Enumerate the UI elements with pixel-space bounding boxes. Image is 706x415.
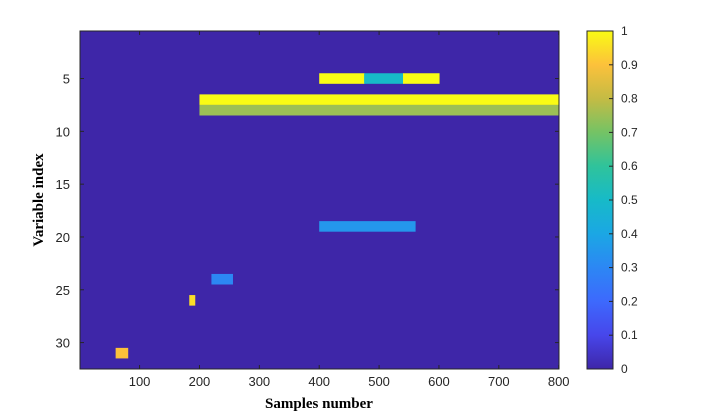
heatmap-cells (115, 73, 559, 359)
colorbar-tick-label: 0.3 (621, 261, 638, 275)
x-tick-label: 400 (308, 374, 330, 389)
colorbar-tick-label: 1 (621, 24, 628, 38)
y-tick-label: 30 (56, 336, 70, 351)
colorbar-tick-label: 0.8 (621, 92, 638, 106)
y-tick-label: 5 (63, 72, 70, 87)
heatmap-cell (199, 104, 559, 116)
colorbar-ticks: 0 0.1 0.2 0.3 0.4 0.5 0.6 0.7 0.8 0.9 1 (609, 24, 638, 376)
colorbar-tick-label: 0.2 (621, 294, 638, 308)
colorbar: 0 0.1 0.2 0.3 0.4 0.5 0.6 0.7 0.8 0.9 1 (586, 24, 638, 376)
colorbar-tick-label: 0.1 (621, 328, 638, 342)
x-axis: 100 200 300 400 500 600 700 800 (129, 31, 570, 389)
y-tick-label: 20 (56, 230, 70, 245)
heatmap-cell (319, 221, 416, 232)
heatmap-cell (364, 73, 404, 84)
x-tick-label: 100 (129, 374, 151, 389)
x-axis-label: Samples number (265, 396, 373, 412)
heatmap-cell (189, 295, 196, 306)
heatmap-cell (211, 273, 233, 285)
heatmap-cell (403, 73, 440, 84)
colorbar-tick-label: 0 (621, 362, 628, 376)
y-tick-label: 15 (56, 177, 70, 192)
y-axis-label: Variable index (31, 153, 47, 247)
y-axis: 5 10 15 20 25 30 (56, 72, 559, 351)
colorbar-tick-label: 0.7 (621, 125, 638, 139)
heatmap-cell (115, 347, 129, 359)
x-tick-label: 800 (548, 374, 570, 389)
heatmap-cell (199, 94, 559, 105)
x-tick-label: 200 (189, 374, 211, 389)
heatmap-background (80, 31, 559, 369)
colorbar-tick-label: 0.5 (621, 193, 638, 207)
y-tick-label: 10 (56, 124, 70, 139)
colorbar-tick-label: 0.4 (621, 227, 638, 241)
x-tick-label: 300 (248, 374, 270, 389)
colorbar-tick-label: 0.6 (621, 159, 638, 173)
y-tick-label: 25 (56, 283, 70, 298)
colorbar-gradient (586, 30, 614, 370)
colorbar-tick-label: 0.9 (621, 58, 638, 72)
heatmap-area (79, 30, 560, 370)
heatmap-cell (319, 73, 365, 84)
x-tick-label: 500 (368, 374, 390, 389)
x-tick-label: 700 (488, 374, 510, 389)
x-tick-label: 600 (428, 374, 450, 389)
